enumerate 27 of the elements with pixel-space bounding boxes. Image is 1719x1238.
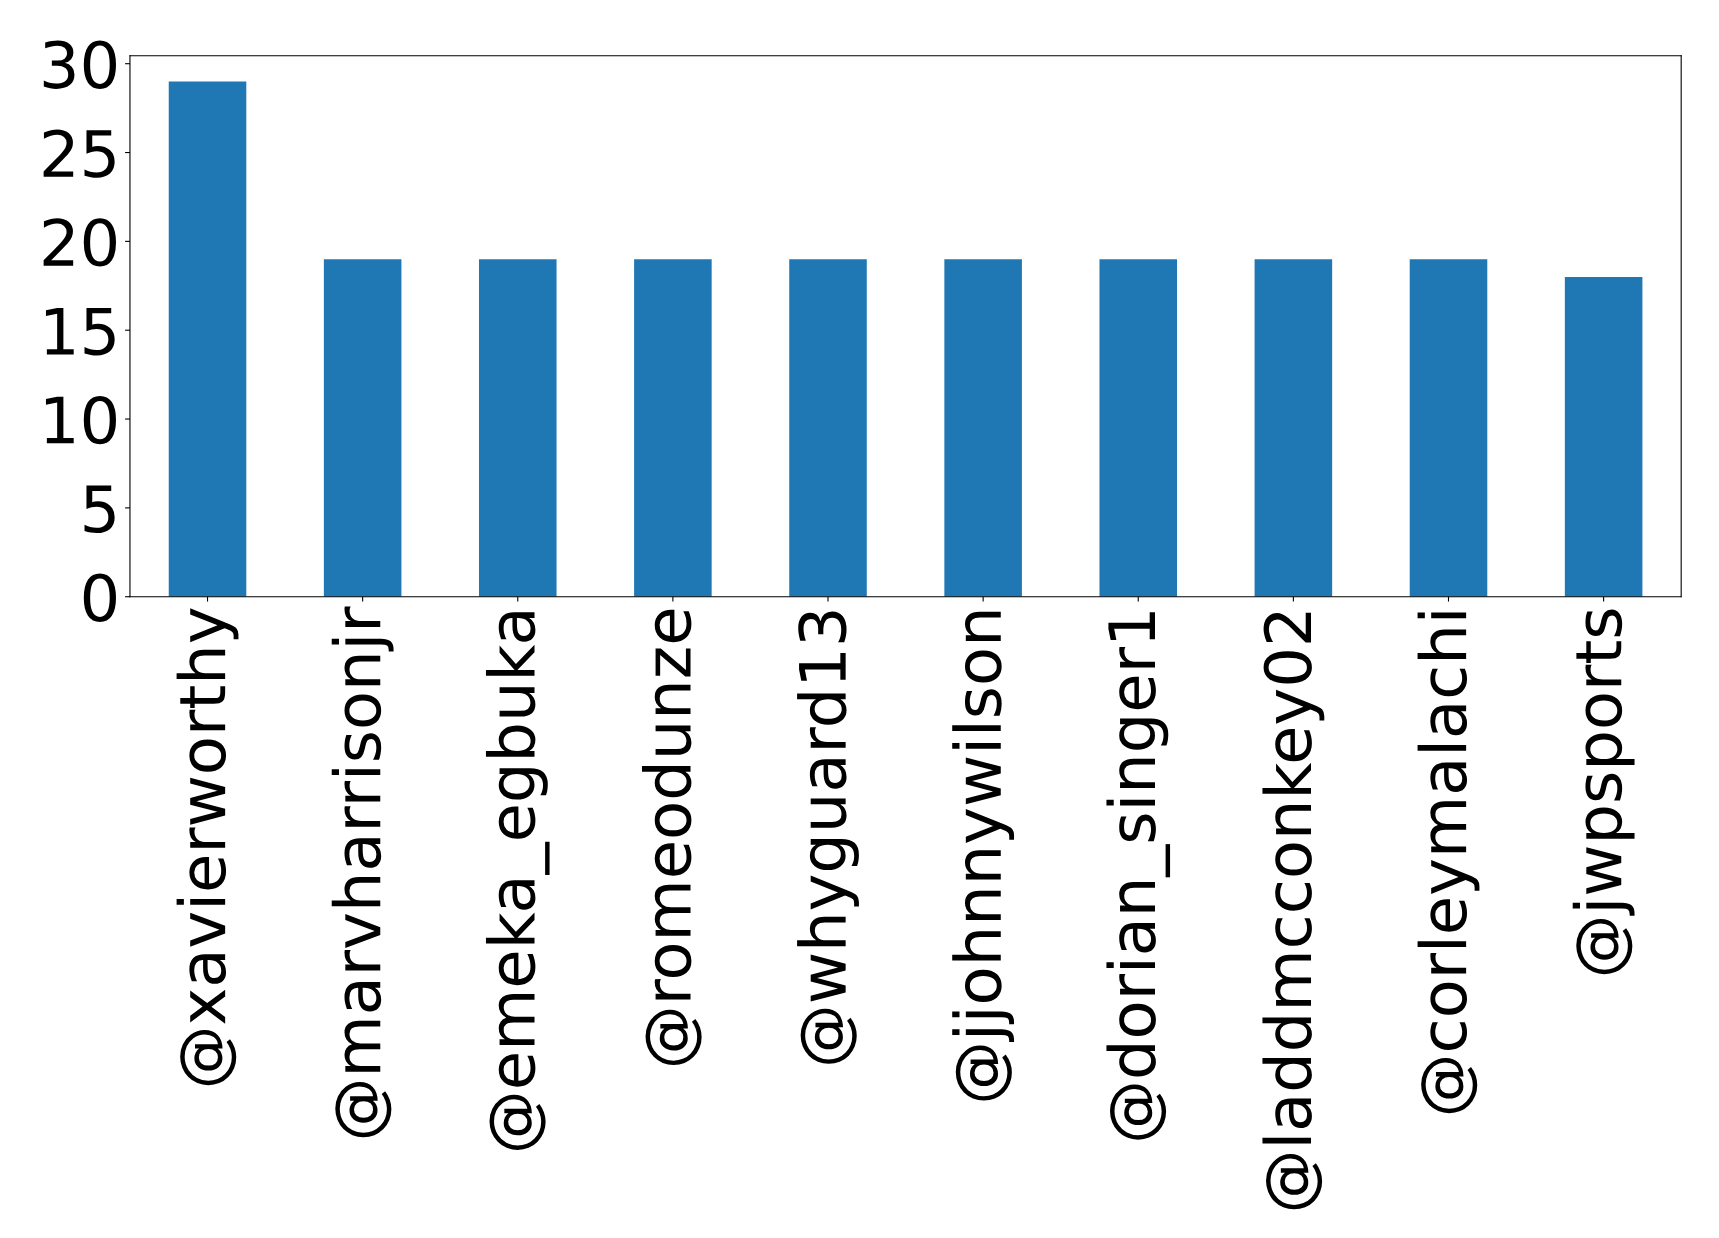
bar bbox=[1254, 259, 1333, 597]
bar bbox=[168, 81, 247, 597]
x-tick-label: @romeodunze bbox=[641, 609, 702, 1066]
y-tick-label: 15 bbox=[45, 307, 115, 356]
y-tick-label: 30 bbox=[43, 40, 116, 89]
x-tick-label: @corleymalachi bbox=[1417, 612, 1480, 1114]
bar bbox=[1409, 259, 1488, 597]
y-tick-label: 20 bbox=[43, 218, 116, 267]
bar bbox=[944, 259, 1022, 597]
x-tick-label: @jwpsports bbox=[1572, 609, 1635, 975]
bar bbox=[1099, 259, 1178, 597]
x-tick-label: @xavierworthy bbox=[176, 608, 239, 1086]
y-tick-label: 25 bbox=[43, 129, 115, 178]
x-tick-label: @emeka_egbuka bbox=[485, 612, 550, 1150]
bar bbox=[478, 259, 557, 597]
x-tick-label: @whyguard13 bbox=[797, 611, 859, 1064]
x-tick-label: @dorian_singer1 bbox=[1106, 612, 1171, 1140]
x-tick-label: @jjohnnywilson bbox=[952, 611, 1015, 1101]
bar bbox=[634, 259, 712, 597]
y-tick-label: 5 bbox=[84, 485, 115, 534]
x-tick-label: @laddmcconkey02 bbox=[1262, 612, 1325, 1210]
bar bbox=[789, 259, 867, 597]
y-tick-label: 0 bbox=[83, 573, 116, 622]
y-tick-label: 10 bbox=[45, 395, 116, 445]
x-tick-label: @marvharrisonjr bbox=[331, 606, 394, 1138]
bar bbox=[323, 259, 402, 597]
bar bbox=[1564, 276, 1643, 597]
